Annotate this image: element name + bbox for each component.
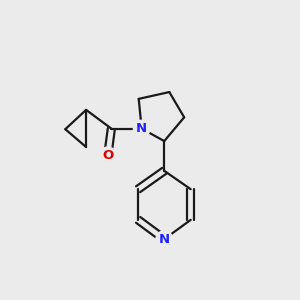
Circle shape [156, 231, 172, 248]
Text: N: N [136, 122, 147, 135]
Circle shape [100, 147, 116, 164]
Circle shape [134, 120, 150, 137]
Text: N: N [159, 233, 170, 246]
Text: O: O [102, 149, 113, 162]
